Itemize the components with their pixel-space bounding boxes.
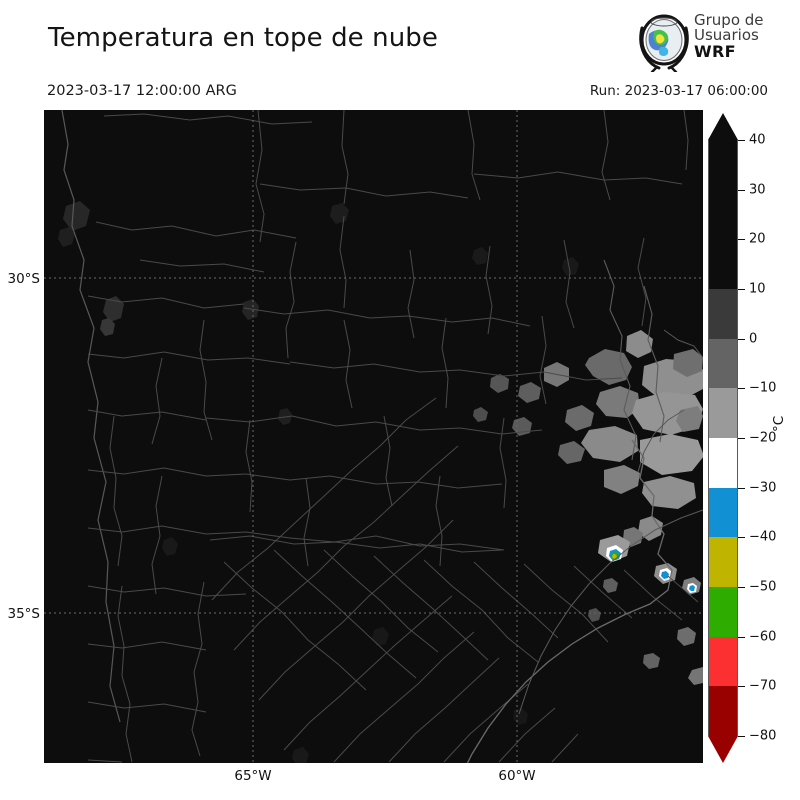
colorbar-ticklabel-11: −70 <box>749 678 777 694</box>
colorbar-band-6 <box>708 537 738 587</box>
lon-tick-65w: 65°W <box>234 768 272 784</box>
colorbar-ticklabel-0: 40 <box>749 132 766 148</box>
graticule <box>44 110 703 763</box>
page-title: Temperatura en tope de nube <box>48 23 438 53</box>
colorbar-tick-2 <box>738 239 745 241</box>
colorbar-ticklabel-8: −40 <box>749 529 777 545</box>
colorbar-ticklabel-9: −50 <box>749 579 777 595</box>
cloud-top-temperature-raster <box>44 110 703 763</box>
colorbar-ticklabel-5: −10 <box>749 380 777 396</box>
colorbar-tick-6 <box>738 438 745 439</box>
wrf-user-group-logo: Grupo de Usuarios WRF <box>636 11 796 76</box>
colorbar-ticklabel-4: 0 <box>749 331 758 347</box>
colorbar-tick-10 <box>738 636 745 638</box>
valid-time-label: 2023-03-17 12:00:00 ARG <box>47 83 237 99</box>
colorbar-ticklabel-7: −30 <box>749 480 777 496</box>
map-plot-area[interactable] <box>44 110 703 763</box>
lat-tick-35s: 35°S <box>7 606 41 622</box>
colorbar-tick-9 <box>738 587 745 588</box>
colorbar-tick-11 <box>738 686 745 688</box>
colorbar-band-8 <box>708 636 738 687</box>
logo-line-1: Grupo de <box>694 11 764 29</box>
colorbar-band-1 <box>708 289 738 339</box>
colorbar-band-4 <box>708 438 738 488</box>
colorbar-tick-3 <box>738 289 745 290</box>
colorbar-tick-1 <box>738 189 745 191</box>
colorbar-ticklabel-1: 30 <box>749 182 766 198</box>
run-time-label: Run: 2023-03-17 06:00:00 <box>589 83 768 99</box>
colorbar-ticklabel-6: −20 <box>749 430 777 446</box>
lon-tick-60w: 60°W <box>498 768 536 784</box>
lat-tick-30s: 30°S <box>7 271 41 287</box>
colorbar-band-7 <box>708 587 738 637</box>
colorbar-band-5 <box>708 487 738 538</box>
colorbar-under-arrow <box>708 736 738 763</box>
logo-line-3: WRF <box>694 41 736 61</box>
colorbar-over-arrow <box>708 113 738 140</box>
colorbar-bands <box>708 140 738 736</box>
colorbar-unit-label: °C <box>771 415 787 432</box>
colorbar-tick-7 <box>738 487 745 489</box>
colorbar-ticklabel-10: −60 <box>749 629 777 645</box>
colorbar-band-2 <box>708 338 738 389</box>
colorbar-tick-4 <box>738 338 745 340</box>
colorbar-tick-12 <box>738 736 745 737</box>
logo-line-2: Usuarios <box>694 26 759 45</box>
colorbar-band-9 <box>708 686 738 736</box>
globe-emblem-icon <box>639 14 689 72</box>
logo-text: Grupo de Usuarios WRF <box>694 11 764 61</box>
colorbar-ticklabel-12: −80 <box>749 728 777 744</box>
colorbar-tick-8 <box>738 537 745 539</box>
colorbar-tick-0 <box>738 140 745 141</box>
colorbar-band-0 <box>708 140 738 289</box>
colorbar-tick-5 <box>738 388 745 390</box>
colorbar-band-3 <box>708 388 738 438</box>
cloud-field-faint <box>58 201 579 763</box>
colorbar-ticklabel-3: 10 <box>749 281 766 297</box>
colorbar-ticklabel-2: 20 <box>749 231 766 247</box>
administrative-borders <box>61 110 703 763</box>
colorbar[interactable]: 40 30 20 10 0 −10 −20 −30 −40 −50 −60 −70 −80 <box>708 113 776 763</box>
